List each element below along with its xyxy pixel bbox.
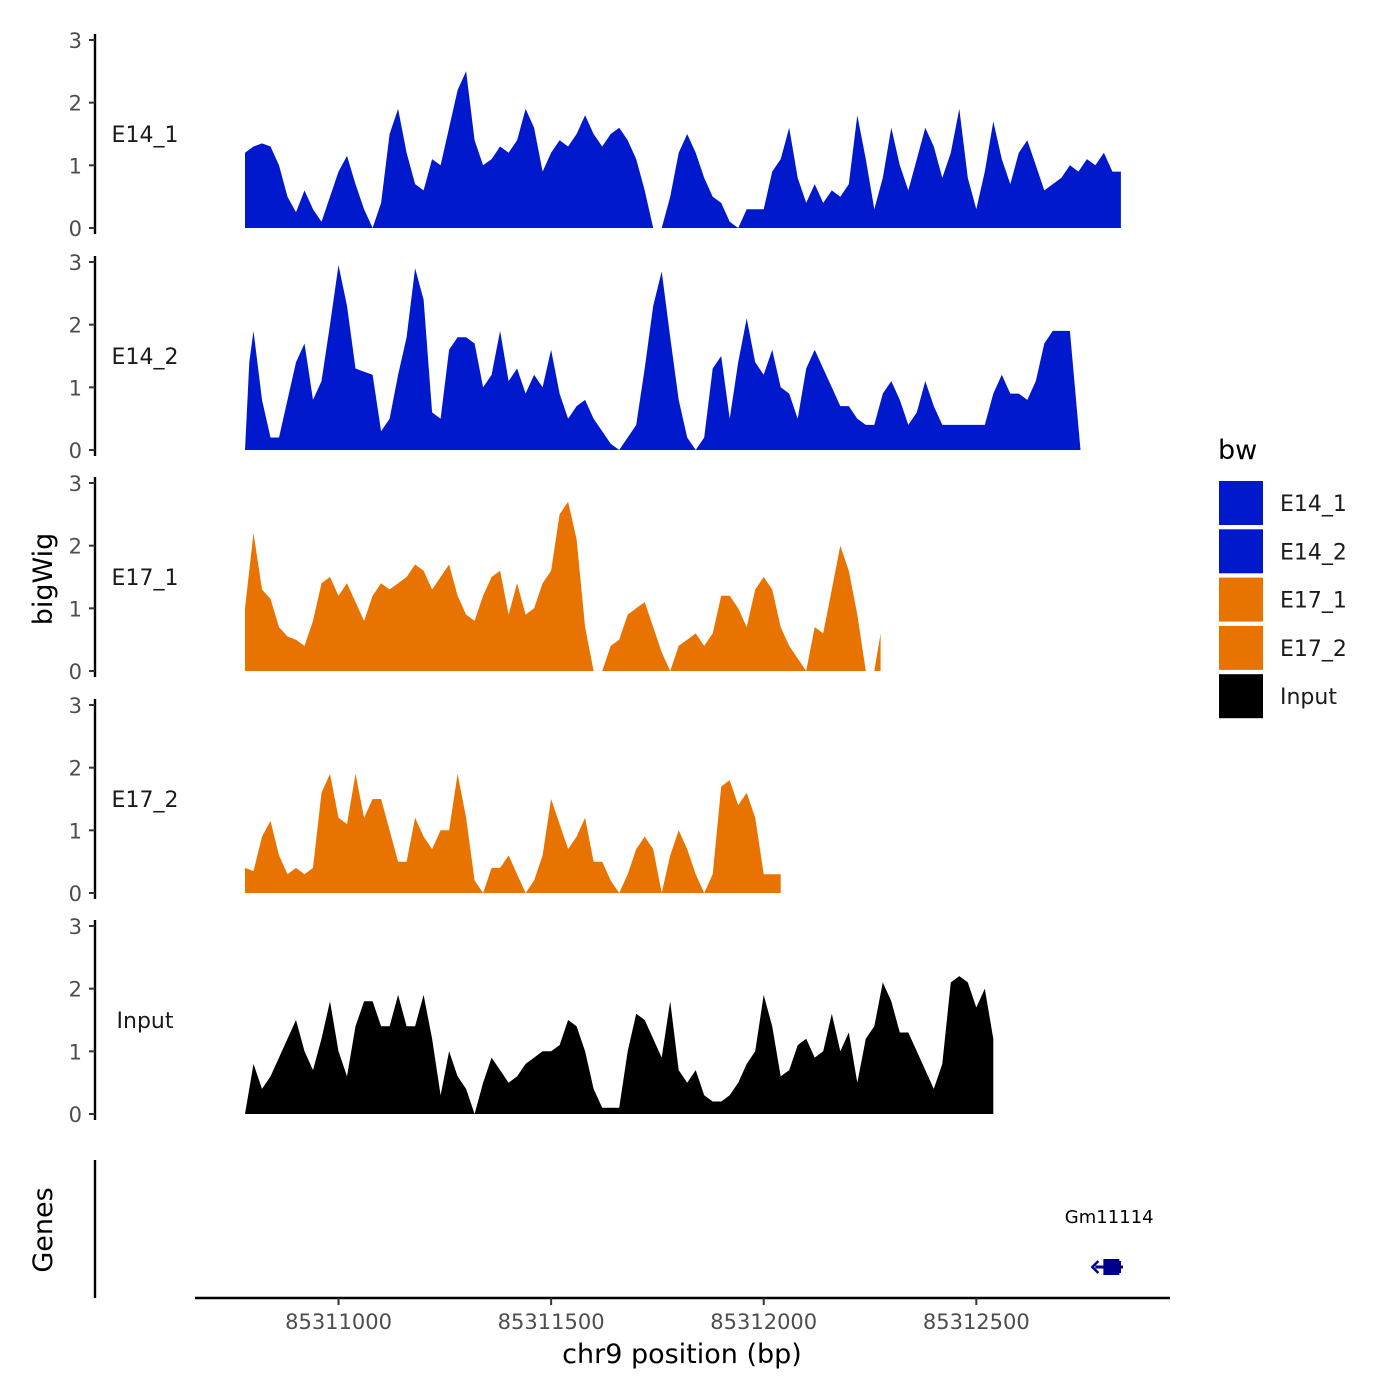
y-tick-label: 0: [69, 439, 82, 463]
gene-exon: [1113, 1261, 1121, 1273]
y-axis-title: bigWig: [28, 533, 59, 626]
track-E17_2: 0 1 2 3 E17_2: [69, 694, 781, 906]
track-label: E17_2: [112, 788, 179, 813]
legend-label: Input: [1280, 685, 1337, 710]
x-tick-label: 85312000: [710, 1310, 817, 1334]
track-label: E14_1: [112, 123, 179, 148]
track-Input: 0 1 2 3 Input: [69, 915, 994, 1127]
y-tick-label: 0: [69, 660, 82, 684]
legend-swatch: [1219, 625, 1263, 670]
gene-Gm11114: Gm11114: [1065, 1207, 1154, 1275]
y-tick-label: 2: [69, 757, 82, 781]
y-tick-label: 3: [69, 694, 82, 718]
track-E14_2: 0 1 2 3 E14_2: [69, 251, 1081, 463]
x-tick-label: 85311500: [498, 1310, 605, 1334]
gene-label: Gm11114: [1065, 1207, 1154, 1228]
track-label: Input: [117, 1009, 174, 1034]
legend-label: E14_1: [1280, 492, 1347, 517]
gene-panel: Gm11114: [93, 1160, 1154, 1298]
legend-swatch: [1219, 674, 1263, 719]
genes-axis-title: Genes: [28, 1187, 59, 1272]
y-tick-label: 2: [69, 314, 82, 338]
y-tick-label: 2: [69, 978, 82, 1002]
track-E14_1: 0 1 2 3 E14_1: [69, 29, 1121, 241]
area-E14_1: [245, 71, 1121, 228]
y-tick-label: 2: [69, 92, 82, 116]
y-tick-label: 3: [69, 251, 82, 275]
legend-item-E17_1: E17_1: [1219, 577, 1347, 622]
y-tick-label: 1: [69, 597, 82, 621]
legend-label: E17_1: [1280, 589, 1347, 614]
x-tick-label: 85312500: [923, 1310, 1030, 1334]
track-label: E14_2: [112, 345, 179, 370]
area-Input: [245, 976, 994, 1114]
area-E17_1: [245, 501, 881, 671]
legend-title: bw: [1218, 435, 1257, 466]
x-tick-label: 85311000: [285, 1310, 392, 1334]
y-tick-label: 3: [69, 915, 82, 939]
legend-item-Input: Input: [1219, 674, 1337, 719]
y-tick-label: 1: [69, 1040, 82, 1064]
legend-swatch: [1219, 577, 1263, 622]
gene-strand-arrow: [1090, 1260, 1100, 1274]
area-E17_2: [245, 773, 781, 893]
x-axis-title: chr9 position (bp): [562, 1339, 802, 1370]
y-tick-label: 1: [69, 376, 82, 400]
signal-tracks: 0 1 2 3 E14_1 0 1 2 3 E14_2 0 1 2 3 E17_1 0 1 2 3 E17_2 0 1 2 3…: [69, 29, 1121, 1127]
legend: bw E14_1 E14_2 E17_1 E17_2 Input: [1218, 435, 1347, 719]
legend-swatch: [1219, 529, 1263, 574]
y-tick-label: 3: [69, 29, 82, 53]
y-tick-label: 3: [69, 472, 82, 496]
y-tick-label: 2: [69, 535, 82, 559]
legend-label: E14_2: [1280, 540, 1347, 565]
track-label: E17_1: [112, 566, 179, 591]
legend-item-E14_1: E14_1: [1219, 481, 1347, 525]
legend-label: E17_2: [1280, 637, 1347, 662]
y-tick-label: 0: [69, 217, 82, 241]
y-tick-label: 0: [69, 1103, 82, 1127]
legend-swatch: [1219, 481, 1263, 525]
legend-item-E17_2: E17_2: [1219, 625, 1347, 670]
track-E17_1: 0 1 2 3 E17_1: [69, 472, 881, 684]
y-tick-label: 0: [69, 882, 82, 906]
area-E14_2: [245, 265, 1081, 450]
legend-item-E14_2: E14_2: [1219, 529, 1347, 574]
y-tick-label: 1: [69, 154, 82, 178]
x-axis: 85311000 85311500 85312000 85312500: [195, 1296, 1170, 1334]
y-tick-label: 1: [69, 819, 82, 843]
